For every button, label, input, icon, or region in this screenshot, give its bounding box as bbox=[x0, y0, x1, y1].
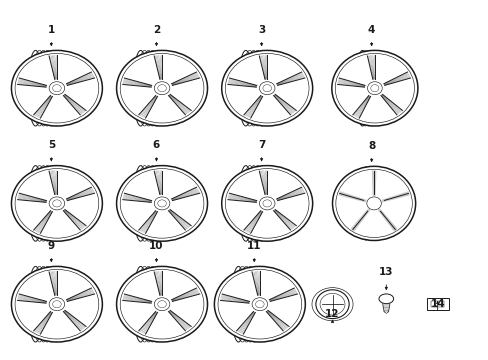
Ellipse shape bbox=[116, 266, 207, 342]
Ellipse shape bbox=[11, 166, 102, 241]
Ellipse shape bbox=[315, 290, 348, 319]
Text: 1: 1 bbox=[48, 25, 55, 35]
Text: 14: 14 bbox=[429, 298, 444, 309]
Ellipse shape bbox=[221, 50, 312, 126]
Ellipse shape bbox=[259, 197, 274, 210]
Text: 2: 2 bbox=[153, 25, 160, 35]
Text: 7: 7 bbox=[257, 140, 265, 150]
Text: 9: 9 bbox=[48, 241, 55, 251]
Ellipse shape bbox=[116, 50, 207, 126]
Text: 5: 5 bbox=[48, 140, 55, 150]
Text: 8: 8 bbox=[367, 141, 374, 151]
Ellipse shape bbox=[331, 50, 417, 126]
Text: 12: 12 bbox=[325, 309, 339, 319]
Ellipse shape bbox=[214, 266, 305, 342]
Ellipse shape bbox=[154, 197, 169, 210]
Ellipse shape bbox=[251, 298, 267, 311]
Polygon shape bbox=[372, 171, 375, 195]
Ellipse shape bbox=[11, 50, 102, 126]
Ellipse shape bbox=[154, 298, 169, 311]
Ellipse shape bbox=[378, 294, 393, 304]
Ellipse shape bbox=[11, 266, 102, 342]
Polygon shape bbox=[378, 209, 396, 230]
Ellipse shape bbox=[332, 166, 415, 240]
Text: 6: 6 bbox=[153, 140, 160, 150]
Text: 10: 10 bbox=[149, 241, 163, 251]
Text: 13: 13 bbox=[378, 267, 393, 277]
Text: 3: 3 bbox=[258, 25, 264, 35]
Ellipse shape bbox=[367, 82, 382, 95]
Ellipse shape bbox=[116, 166, 207, 241]
Ellipse shape bbox=[49, 82, 64, 95]
Text: 4: 4 bbox=[367, 25, 375, 35]
Ellipse shape bbox=[221, 166, 312, 241]
Ellipse shape bbox=[49, 298, 64, 311]
Ellipse shape bbox=[49, 197, 64, 210]
FancyBboxPatch shape bbox=[426, 298, 448, 310]
Ellipse shape bbox=[154, 82, 169, 95]
Ellipse shape bbox=[366, 197, 381, 210]
Polygon shape bbox=[351, 209, 369, 230]
Text: 11: 11 bbox=[246, 241, 261, 251]
Polygon shape bbox=[339, 192, 366, 202]
Ellipse shape bbox=[259, 82, 274, 95]
Polygon shape bbox=[381, 192, 408, 202]
